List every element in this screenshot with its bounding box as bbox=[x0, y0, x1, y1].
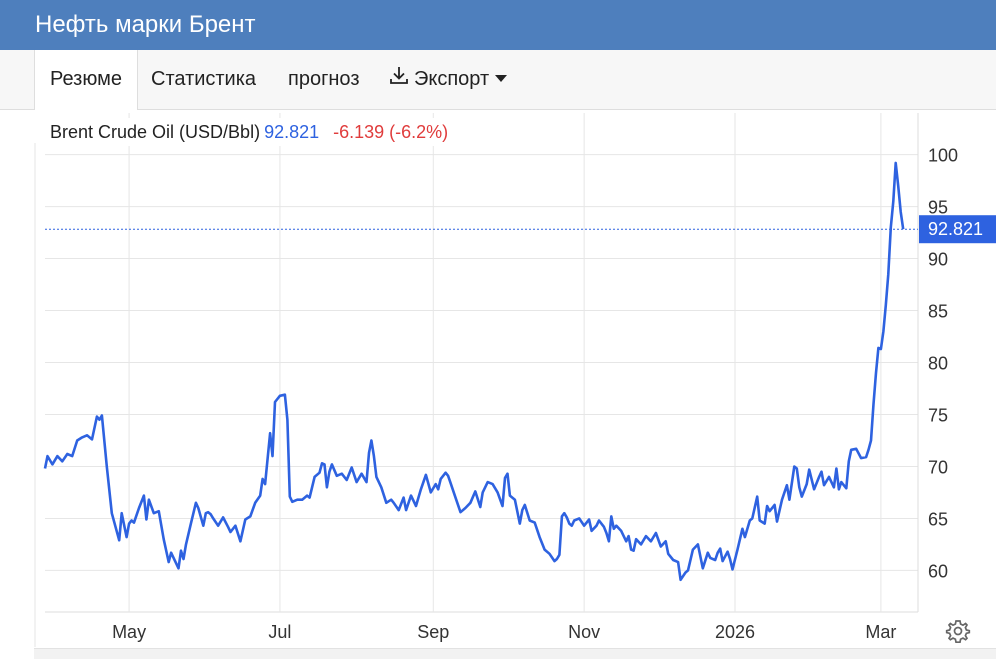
x-tick-label: Mar bbox=[865, 622, 896, 642]
y-tick-label: 70 bbox=[928, 457, 948, 477]
tab-statistics[interactable]: Статистика bbox=[151, 68, 257, 90]
x-tick-label: May bbox=[112, 622, 146, 642]
legend-value: 92.821 bbox=[264, 122, 320, 142]
legend-change: -6.139 (-6.2%) bbox=[333, 122, 449, 142]
y-tick-label: 90 bbox=[928, 250, 948, 270]
y-tick-label: 100 bbox=[928, 146, 958, 166]
caret-down-icon bbox=[495, 74, 508, 82]
series-line bbox=[43, 161, 905, 582]
page-title: Нефть марки Брент bbox=[35, 11, 256, 38]
chart-grid bbox=[34, 113, 919, 647]
y-tick-label: 95 bbox=[928, 198, 948, 218]
x-axis-ticks: May Jul Sep Nov 2026 Mar bbox=[112, 622, 896, 642]
gear-icon[interactable] bbox=[945, 618, 971, 644]
tab-forecast[interactable]: прогноз bbox=[288, 68, 360, 90]
download-icon bbox=[388, 51, 410, 109]
x-tick-label: Nov bbox=[568, 622, 600, 642]
x-tick-label: Jul bbox=[268, 622, 291, 642]
last-price-tag bbox=[919, 215, 996, 244]
tab-summary[interactable]: Резюме bbox=[34, 50, 138, 110]
x-tick-label: 2026 bbox=[715, 622, 755, 642]
y-tick-label: 80 bbox=[928, 354, 948, 374]
y-tick-label: 60 bbox=[928, 561, 948, 581]
export-label: Экспорт bbox=[414, 68, 490, 90]
chart-legend: Brent Crude Oil (USD/Bbl) 92.821 -6.139 (-… bbox=[44, 118, 455, 146]
chart-area: 60 65 70 75 80 85 90 95 100 May Jul Sep Nov 2026 Mar … bbox=[0, 110, 996, 658]
header-bar: Нефть марки Брент bbox=[0, 0, 996, 50]
x-tick-label: Sep bbox=[417, 622, 449, 642]
y-tick-label: 65 bbox=[928, 509, 948, 529]
export-button[interactable]: Экспорт bbox=[388, 50, 508, 109]
last-price-tag-text: 92.821 bbox=[928, 219, 983, 239]
y-tick-label: 75 bbox=[928, 405, 948, 425]
tab-bar: Резюме Статистика прогноз Экспорт bbox=[0, 50, 996, 110]
bottom-strip bbox=[34, 648, 996, 659]
y-axis-ticks: 60 65 70 75 80 85 90 95 100 bbox=[928, 146, 958, 582]
y-tick-label: 85 bbox=[928, 302, 948, 322]
legend-series-name: Brent Crude Oil (USD/Bbl) bbox=[50, 122, 261, 142]
